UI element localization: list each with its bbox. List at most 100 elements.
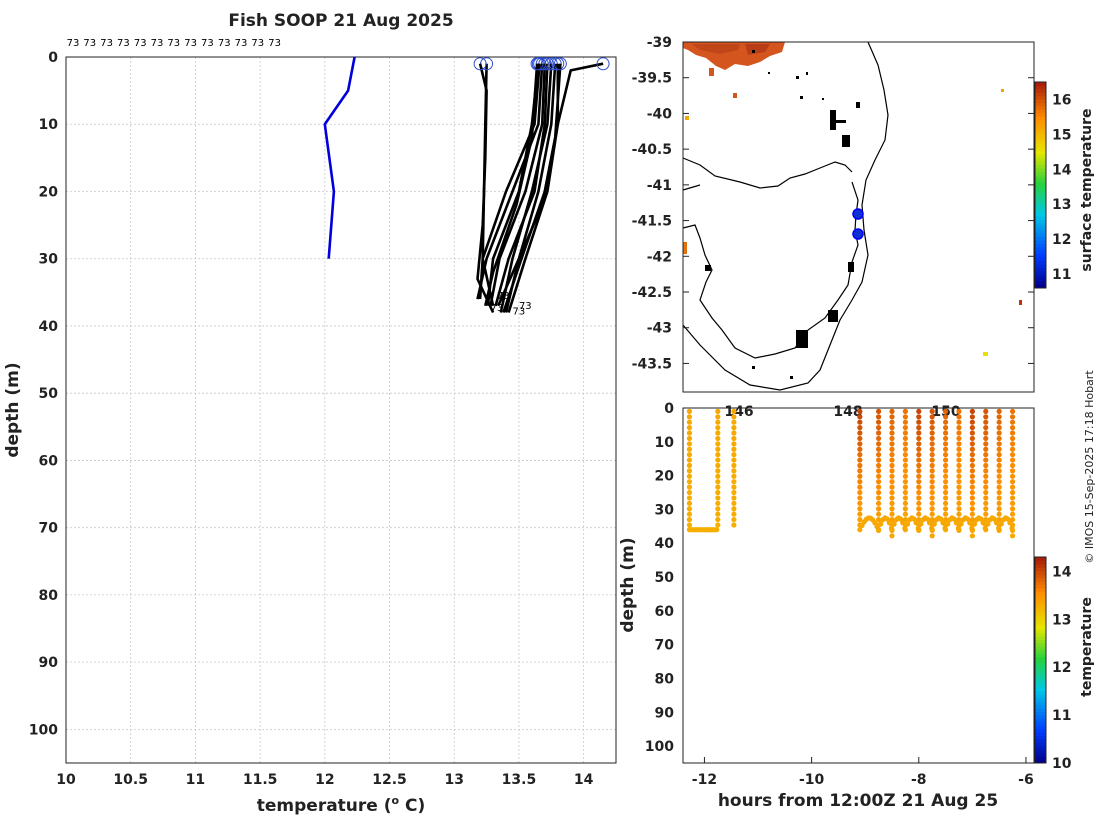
dt-point — [1009, 425, 1016, 431]
dt-point — [916, 441, 922, 447]
temp-colorbar-swatch — [1035, 598, 1046, 603]
dt-point — [929, 489, 935, 496]
track-point — [852, 228, 864, 240]
temp-colorbar-swatch — [1035, 732, 1046, 737]
dt-point — [889, 511, 895, 517]
dt-point — [983, 446, 989, 452]
dt-point — [875, 484, 882, 490]
dt-point — [942, 457, 949, 463]
temp-colorbar-swatch — [1035, 677, 1046, 682]
dt-point — [902, 479, 908, 485]
dt-point — [902, 468, 908, 474]
profile-count-label: 73 — [117, 38, 130, 49]
dt-point — [731, 500, 737, 506]
dt-point — [929, 446, 935, 452]
temp-colorbar-swatch — [1035, 680, 1046, 685]
dt-point — [926, 520, 933, 526]
depth-time-y-ticks: 0 10 20 30 40 50 60 70 80 90 100 — [645, 401, 674, 755]
sst-colorbar-swatch — [1035, 253, 1046, 258]
temp-colorbar-swatch — [1035, 711, 1046, 716]
temp-colorbar-swatch — [1035, 591, 1046, 596]
sst-colorbar-swatch — [1035, 85, 1046, 90]
dt-point — [731, 479, 737, 485]
temp-colorbar-swatch — [1035, 611, 1046, 616]
profile-count-label: 73 — [167, 38, 180, 49]
sst-colorbar-swatch — [1035, 209, 1046, 213]
dt-point — [902, 462, 908, 469]
dt-point — [929, 468, 935, 474]
dt-point — [983, 430, 989, 436]
dt-point — [983, 441, 989, 447]
sst-colorbar-swatch — [1035, 116, 1046, 121]
dt-point — [889, 408, 895, 414]
profile-count-label: 73 — [184, 38, 197, 49]
dt-point — [969, 527, 975, 533]
dt-point — [942, 425, 949, 431]
dt-point — [956, 462, 962, 469]
dt-point — [916, 446, 922, 452]
dt-point — [857, 479, 863, 485]
sst-colorbar-swatch — [1035, 188, 1046, 193]
dt-point — [942, 452, 949, 458]
dt-point — [875, 506, 882, 512]
dt-x-tick-label: -6 — [1018, 772, 1034, 788]
figure-title: Fish SOOP 21 Aug 2025 — [228, 11, 453, 31]
dt-point — [996, 430, 1002, 436]
dt-point — [969, 441, 975, 447]
dt-point — [916, 468, 922, 474]
sst-colorbar-swatch — [1035, 243, 1046, 248]
dt-point — [1009, 506, 1016, 512]
dt-point — [942, 441, 949, 447]
dt-point — [916, 419, 922, 425]
dt-point — [996, 479, 1002, 485]
dt-point — [875, 419, 882, 425]
temp-colorbar-swatch — [1035, 701, 1046, 706]
dt-point — [942, 435, 949, 442]
dt-point — [956, 457, 962, 463]
profile-line — [494, 63, 549, 307]
dt-point — [715, 522, 721, 528]
dt-point — [875, 473, 882, 479]
dt-point — [889, 419, 895, 425]
sst-colorbar-tick-label: 14 — [1052, 162, 1072, 178]
sst-colorbar-swatch — [1035, 274, 1046, 279]
dt-point — [983, 462, 989, 469]
sst-colorbar-swatch — [1035, 157, 1046, 162]
y-tick-label: 90 — [39, 655, 59, 671]
map-y-tick-label: -39.5 — [632, 71, 672, 87]
dt-point — [942, 430, 949, 436]
dt-point — [983, 479, 989, 485]
dt-point — [731, 516, 737, 523]
temp-colorbar-swatch — [1035, 684, 1046, 688]
dt-point — [875, 446, 882, 452]
dt-point — [940, 520, 946, 526]
dt-point — [1009, 468, 1016, 474]
profile-count-label: 73 — [134, 38, 147, 49]
dt-point — [916, 511, 922, 517]
sst-colorbar-swatch — [1035, 109, 1046, 114]
sst-colorbar-swatch — [1035, 140, 1046, 145]
temp-colorbar-swatch — [1035, 759, 1046, 764]
sst-colorbar-swatch — [1035, 106, 1046, 110]
dt-point — [731, 446, 737, 452]
dt-point — [969, 495, 975, 501]
dt-point — [889, 479, 895, 485]
dt-point — [929, 506, 935, 512]
dt-point — [929, 500, 935, 506]
profile-start-marker — [548, 57, 562, 71]
dt-point — [996, 414, 1002, 420]
profile-axes-frame — [65, 56, 617, 764]
dt-point — [956, 479, 962, 485]
dt-point — [731, 484, 737, 490]
dt-point — [916, 462, 922, 469]
dt-point — [889, 489, 895, 496]
dt-point — [916, 495, 922, 501]
temp-colorbar-swatch — [1035, 563, 1046, 568]
dt-point — [889, 446, 895, 452]
dt-point — [891, 521, 897, 527]
dt-point — [1007, 520, 1013, 526]
dt-point — [983, 511, 989, 517]
dt-point — [715, 500, 721, 506]
dt-point — [886, 520, 892, 526]
dt-point — [731, 495, 737, 501]
